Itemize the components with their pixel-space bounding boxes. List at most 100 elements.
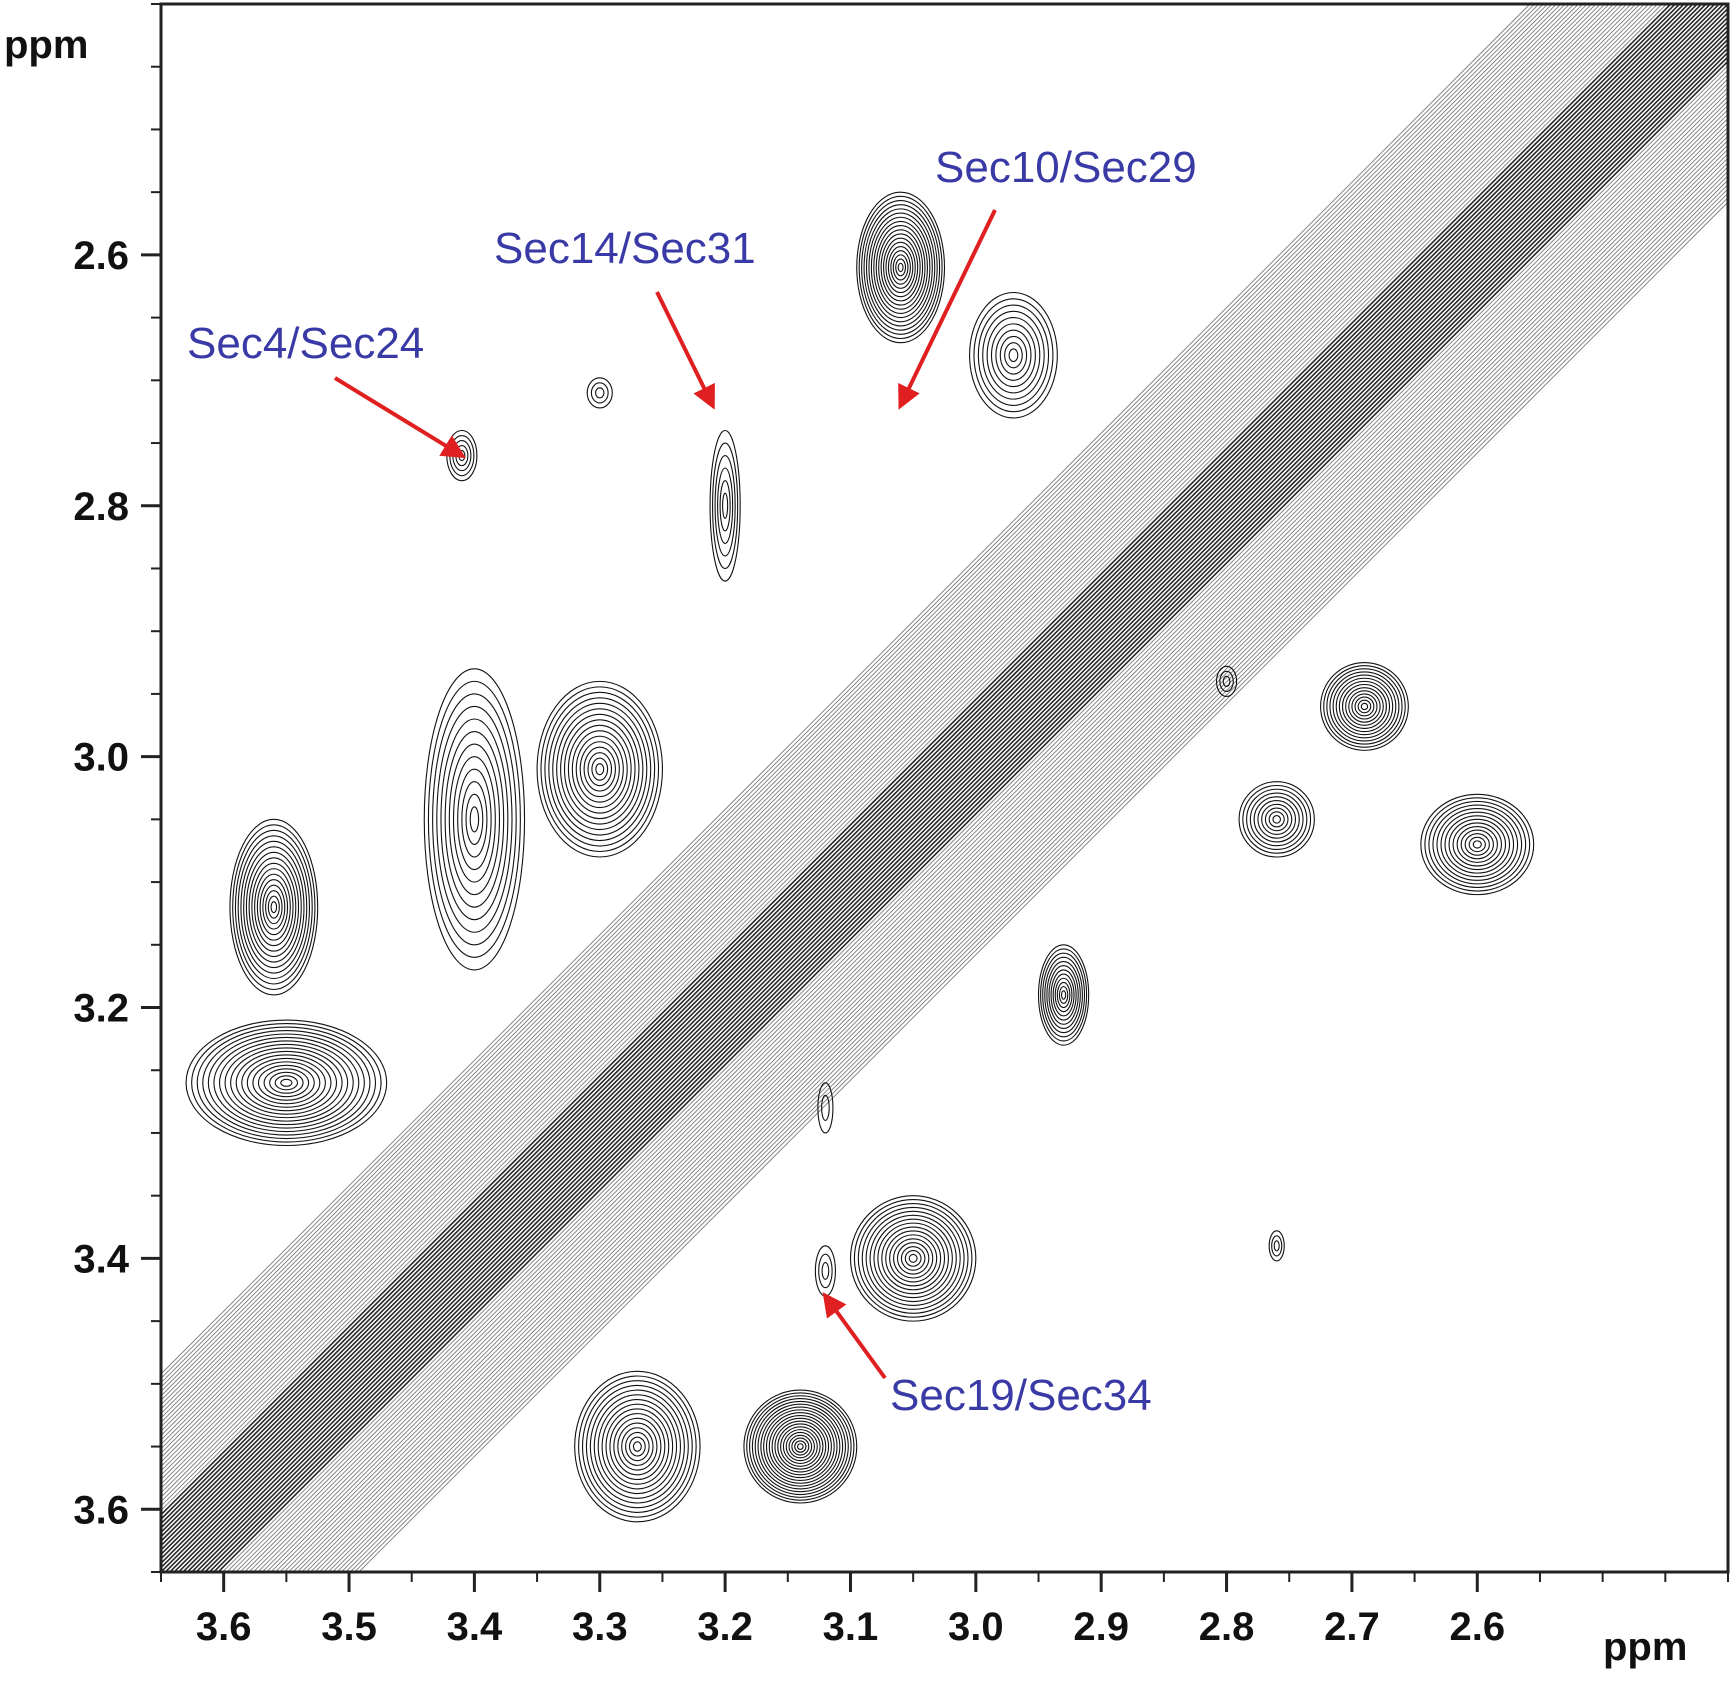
cross-peak xyxy=(1037,944,1090,1046)
diagonal-contour-line xyxy=(292,135,1728,1572)
peak-contour xyxy=(873,1218,953,1299)
peak-contour xyxy=(865,1210,961,1306)
peak-contour xyxy=(560,713,640,825)
peak-contour xyxy=(849,1195,977,1322)
diagonal-contour-line xyxy=(331,175,1728,1572)
peak-contour xyxy=(709,429,741,582)
peak-contour xyxy=(632,1441,642,1452)
peak-contour xyxy=(880,233,921,302)
peak-contour xyxy=(794,1440,807,1453)
diagonal-contour-line xyxy=(261,104,1728,1572)
peak-contour xyxy=(1268,1230,1285,1262)
peak-contour xyxy=(1332,674,1397,739)
cross-peak xyxy=(574,1370,701,1523)
peak-contour xyxy=(432,693,517,946)
peak-contour xyxy=(601,1403,674,1490)
diagonal-contour-line xyxy=(161,4,1531,1375)
diagonal-contour-line xyxy=(161,4,1721,1565)
peak-contour xyxy=(1468,836,1486,853)
peak-contour xyxy=(1058,986,1069,1004)
peak-contour xyxy=(444,731,505,908)
diagonal-contour-line xyxy=(161,4,1593,1437)
cross-peak xyxy=(969,291,1058,419)
plot-frame xyxy=(159,2,1730,1574)
annotation-label: Sec4/Sec24 xyxy=(187,319,424,368)
peak-contour xyxy=(461,781,488,858)
peak-contour xyxy=(1472,840,1482,849)
peak-contour xyxy=(246,1057,326,1108)
diagonal-contour-line xyxy=(265,108,1728,1572)
peak-contour xyxy=(887,245,914,289)
peak-contour xyxy=(585,1384,689,1509)
annotation-layer: Sec4/Sec24 Sec14/Sec31 Sec10/Sec29 Sec19/Se… xyxy=(187,143,1197,1420)
peak-contour xyxy=(1273,1240,1280,1252)
diagonal-contour-line xyxy=(212,55,1728,1572)
diagonal-contour-line xyxy=(323,166,1728,1572)
diagonal-contour-line xyxy=(226,69,1728,1572)
peak-contour xyxy=(1042,952,1086,1038)
peak-contour xyxy=(605,1408,670,1485)
peak-contour xyxy=(469,806,480,833)
peak-contour xyxy=(1320,662,1409,751)
x-tick-label: 2.8 xyxy=(1199,1605,1255,1649)
peak-contour xyxy=(885,1230,942,1287)
diagonal-contour-line xyxy=(239,82,1728,1572)
peak-contour xyxy=(595,763,605,776)
diagonal-contour-line xyxy=(248,91,1728,1572)
peak-contour xyxy=(858,195,943,340)
peak-contour xyxy=(1424,797,1531,892)
diagonal-contour-line xyxy=(161,4,1553,1397)
peak-contour xyxy=(1440,811,1515,878)
peak-contour xyxy=(243,846,305,969)
diagonal-contour-line xyxy=(314,157,1728,1572)
peak-contour xyxy=(254,868,294,947)
peak-contour xyxy=(896,1242,930,1275)
peak-contour xyxy=(578,1375,697,1518)
peak-contour xyxy=(883,237,919,298)
peak-contour xyxy=(452,756,496,883)
annotation-label: Sec10/Sec29 xyxy=(935,143,1197,192)
x-tick-label: 3.4 xyxy=(447,1605,503,1649)
peak-contour xyxy=(999,335,1028,375)
diagonal-contour-line xyxy=(243,86,1728,1572)
peak-contour xyxy=(868,212,933,323)
cross-peak xyxy=(423,668,526,971)
peak-contour xyxy=(448,743,501,896)
peak-contour xyxy=(1044,956,1083,1034)
peak-contour xyxy=(1460,829,1494,860)
peak-contour xyxy=(1329,671,1400,742)
diagonal-contour-line xyxy=(327,170,1728,1572)
peak-contour xyxy=(863,204,938,331)
diagonal-contour-line xyxy=(161,4,1654,1498)
diagonal-contour-line xyxy=(161,4,1646,1490)
y-axis-unit-label: ppm xyxy=(4,23,88,67)
peak-contour xyxy=(788,1434,813,1459)
peak-contour xyxy=(262,884,286,930)
peak-contour xyxy=(890,250,911,285)
diagonal-contour-line xyxy=(301,144,1728,1572)
peak-contour xyxy=(191,1022,382,1143)
peak-contour xyxy=(977,304,1050,406)
diagonal-contour-line xyxy=(161,4,1677,1521)
y-tick-label: 3.2 xyxy=(73,987,129,1031)
diagonal-contour-line xyxy=(305,148,1728,1572)
peak-contour xyxy=(1357,699,1372,714)
diagonal-contour-line xyxy=(161,4,1615,1459)
peak-contour xyxy=(1348,690,1381,723)
peak-contour xyxy=(857,1202,969,1314)
peak-contour xyxy=(712,442,739,570)
diagonal-contour-line xyxy=(318,161,1728,1572)
peak-contour xyxy=(1052,973,1075,1017)
diagonal-contour-line xyxy=(309,153,1728,1572)
diagonal-contour-line xyxy=(279,122,1728,1572)
peak-contour xyxy=(628,1436,646,1457)
diagonal-contour-line xyxy=(161,4,1580,1423)
diagonal-contour-line xyxy=(161,4,1668,1512)
diagonal-contour-line xyxy=(161,4,1728,1572)
peak-contour xyxy=(796,1443,804,1450)
peak-contour xyxy=(995,329,1032,381)
peak-contour xyxy=(765,1412,835,1481)
peak-contour xyxy=(196,1026,377,1140)
peak-contour xyxy=(575,735,624,803)
